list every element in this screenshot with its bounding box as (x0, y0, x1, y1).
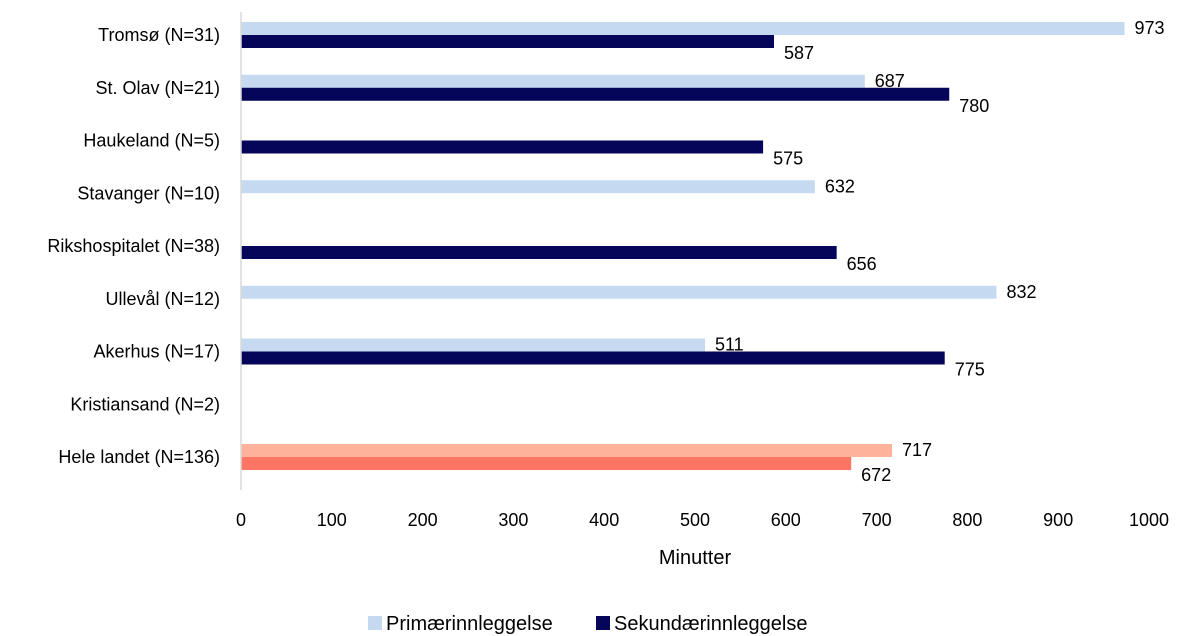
x-tick-label: 900 (1043, 510, 1073, 530)
data-label: 717 (902, 440, 932, 460)
x-tick-label: 0 (236, 510, 246, 530)
x-tick-label: 400 (589, 510, 619, 530)
data-label: 656 (847, 254, 877, 274)
x-tick-label: 800 (952, 510, 982, 530)
legend-label-primary: Primærinnleggelse (386, 613, 553, 635)
bar-primary (241, 444, 893, 457)
data-label: 511 (715, 335, 744, 355)
data-label: 672 (861, 465, 891, 485)
data-label: 575 (773, 149, 803, 169)
bar-secondary (241, 351, 945, 365)
data-label: 632 (825, 176, 855, 196)
category-label: Kristiansand (N=2) (70, 394, 220, 414)
bar-secondary (241, 35, 774, 48)
category-label: St. Olav (N=21) (95, 78, 220, 98)
bar-primary (241, 22, 1125, 35)
legend-swatch-secondary (596, 616, 610, 630)
x-tick-label: 700 (862, 510, 892, 530)
x-tick-label: 1000 (1129, 510, 1169, 530)
legend-swatch-primary (368, 616, 382, 630)
data-label: 775 (955, 360, 985, 380)
category-label: Ullevål (N=12) (105, 289, 220, 309)
bar-secondary (241, 457, 852, 470)
category-label: Stavanger (N=10) (77, 183, 220, 203)
data-label: 780 (959, 96, 989, 116)
x-tick-labels: 0 100 200 300 400 500 600 700 800 900 1000 (236, 510, 1169, 530)
category-labels: Tromsø (N=31) St. Olav (N=21) Haukeland (N… (47, 25, 220, 467)
data-label: 587 (784, 43, 814, 63)
bar-primary (241, 74, 865, 88)
category-label: Haukeland (N=5) (83, 131, 220, 151)
legend: Primærinnleggelse Sekundærinnleggelse (368, 613, 807, 635)
category-label: Akerhus (N=17) (93, 342, 220, 362)
legend-label-secondary: Sekundærinnleggelse (614, 613, 807, 635)
x-tick-label: 100 (317, 510, 347, 530)
bars-layer (241, 22, 1125, 470)
data-label: 832 (1006, 282, 1036, 302)
x-axis-title: Minutter (659, 547, 732, 569)
x-tick-label: 300 (498, 510, 528, 530)
category-label: Tromsø (N=31) (98, 25, 220, 45)
bar-secondary (241, 87, 950, 101)
bar-secondary (241, 140, 764, 154)
category-label: Hele landet (N=136) (58, 447, 220, 467)
data-label: 687 (875, 71, 905, 91)
bar-primary (241, 180, 815, 194)
bar-primary (241, 338, 705, 352)
data-label: 973 (1134, 18, 1164, 38)
bar-secondary (241, 246, 837, 259)
x-tick-label: 600 (771, 510, 801, 530)
x-tick-label: 500 (680, 510, 710, 530)
value-labels: 973 587 687 780 575 632 656 832 511 775 717 672 (715, 18, 1165, 485)
x-tick-label: 200 (408, 510, 438, 530)
category-label: Rikshospitalet (N=38) (47, 236, 220, 256)
bar-primary (241, 285, 997, 299)
